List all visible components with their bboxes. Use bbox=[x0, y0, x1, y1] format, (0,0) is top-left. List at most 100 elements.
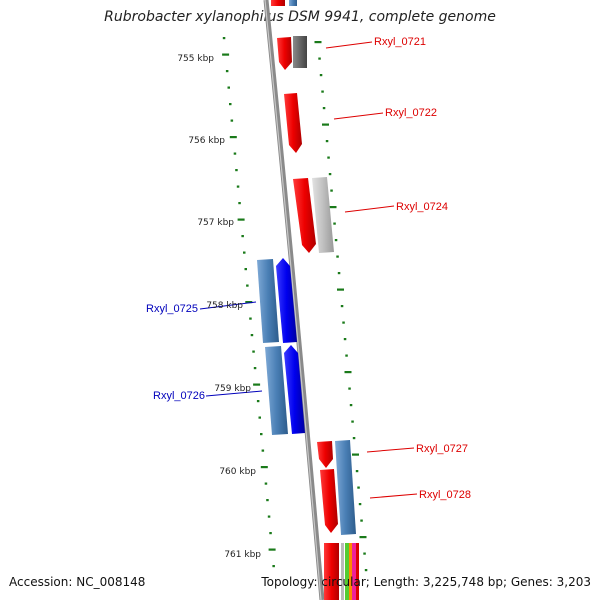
scale-ticks-inner bbox=[314, 41, 368, 572]
feature-bottom-gray bbox=[341, 543, 344, 600]
scale-outer-minor-tick bbox=[243, 251, 246, 254]
scale-outer-minor-tick bbox=[235, 169, 238, 172]
scale-inner-minor-tick bbox=[328, 173, 332, 176]
scale-inner-minor-tick bbox=[355, 470, 359, 473]
leader-rxyl-0724 bbox=[344, 205, 395, 213]
blast-hit-0726 bbox=[265, 346, 288, 435]
scale-outer-minor-tick bbox=[230, 119, 234, 122]
scale-outer-minor-tick bbox=[258, 416, 261, 419]
scale-label-761: 761 kbp bbox=[224, 550, 261, 560]
scale-outer-minor-tick bbox=[253, 367, 257, 370]
gene-arrow-rxyl-0722[interactable] bbox=[284, 93, 302, 153]
scale-outer-minor-tick bbox=[249, 317, 252, 320]
scale-inner-major-tick bbox=[352, 453, 359, 456]
scale-inner-minor-tick bbox=[360, 519, 363, 522]
scale-outer-minor-tick bbox=[246, 284, 249, 287]
scale-outer-minor-tick bbox=[264, 482, 268, 485]
scale-inner-minor-tick bbox=[345, 354, 348, 357]
scale-outer-minor-tick bbox=[227, 86, 230, 89]
feature-bottom-red bbox=[324, 543, 339, 600]
scale-inner-minor-tick bbox=[327, 156, 330, 159]
scale-inner-minor-tick bbox=[343, 338, 347, 341]
gene-arrow-rxyl-0727[interactable] bbox=[317, 441, 333, 468]
gene-label-rxyl-0722[interactable]: Rxyl_0722 bbox=[385, 107, 437, 119]
gene-label-rxyl-0724[interactable]: Rxyl_0724 bbox=[396, 201, 448, 213]
scale-inner-major-tick bbox=[322, 123, 329, 126]
feature-bottom-red-2 bbox=[356, 543, 359, 600]
scale-inner-minor-tick bbox=[363, 552, 366, 555]
gene-arrow-rxyl-0724[interactable] bbox=[293, 178, 316, 253]
scale-label-757: 757 kbp bbox=[197, 218, 234, 228]
blast-hit-0728 bbox=[335, 440, 356, 535]
scale-inner-major-tick bbox=[344, 371, 352, 374]
scale-outer-minor-tick bbox=[272, 565, 275, 568]
scale-outer-minor-tick bbox=[233, 152, 237, 155]
accession-text: Accession: NC_008148 bbox=[9, 575, 146, 589]
scale-inner-minor-tick bbox=[330, 189, 333, 192]
scale-inner-minor-tick bbox=[349, 404, 353, 407]
gene-label-rxyl-0727[interactable]: Rxyl_0727 bbox=[416, 443, 468, 455]
blast-hit-0724 bbox=[312, 177, 334, 253]
leader-rxyl-0721 bbox=[325, 41, 373, 49]
scale-outer-minor-tick bbox=[250, 334, 254, 337]
scale-outer-major-tick bbox=[253, 383, 261, 386]
scale-outer-major-tick bbox=[222, 53, 230, 56]
scale-inner-minor-tick bbox=[351, 420, 354, 423]
scale-label-760: 760 kbp bbox=[219, 467, 256, 477]
scale-inner-minor-tick bbox=[318, 57, 321, 60]
leader-rxyl-0726 bbox=[205, 390, 263, 397]
scale-label-759: 759 kbp bbox=[214, 384, 251, 394]
scale-outer-minor-tick bbox=[261, 449, 265, 452]
leader-rxyl-0728 bbox=[369, 493, 418, 499]
blast-hit-0721 bbox=[293, 36, 307, 68]
scale-outer-major-tick bbox=[245, 301, 253, 304]
leader-rxyl-0727 bbox=[366, 447, 415, 453]
scale-outer-minor-tick bbox=[238, 202, 241, 205]
scale-inner-minor-tick bbox=[337, 272, 341, 275]
scale-inner-minor-tick bbox=[321, 90, 324, 93]
scale-outer-minor-tick bbox=[236, 185, 240, 188]
gene-arrow-rxyl-0726[interactable] bbox=[284, 345, 305, 434]
scale-inner-minor-tick bbox=[348, 387, 351, 390]
gene-label-rxyl-0728[interactable]: Rxyl_0728 bbox=[419, 489, 471, 501]
genome-backbone bbox=[263, 0, 325, 600]
gene-arrow-rxyl-0721[interactable] bbox=[277, 37, 292, 70]
scale-outer-minor-tick bbox=[256, 400, 260, 403]
feature-bottom-orange bbox=[349, 543, 352, 600]
feature-top-red bbox=[271, 0, 285, 6]
scale-inner-minor-tick bbox=[342, 321, 345, 324]
gene-label-rxyl-0721[interactable]: Rxyl_0721 bbox=[374, 36, 426, 48]
feature-top-blue bbox=[289, 0, 297, 6]
scale-inner-minor-tick bbox=[325, 140, 329, 143]
scale-inner-minor-tick bbox=[333, 222, 336, 225]
gene-label-rxyl-0726[interactable]: Rxyl_0726 bbox=[153, 390, 205, 402]
scale-outer-major-tick bbox=[268, 548, 276, 551]
scale-inner-minor-tick bbox=[336, 255, 339, 258]
scale-outer-minor-tick bbox=[269, 532, 272, 535]
scale-outer-minor-tick bbox=[252, 350, 255, 353]
scale-outer-minor-tick bbox=[244, 268, 247, 271]
gene-label-rxyl-0725[interactable]: Rxyl_0725 bbox=[146, 303, 198, 315]
scale-label-758: 758 kbp bbox=[206, 301, 243, 311]
topology-text: Topology: circular; Length: 3,225,748 bp… bbox=[261, 575, 591, 589]
scale-label-756: 756 kbp bbox=[188, 136, 225, 146]
scale-outer-major-tick bbox=[237, 218, 245, 221]
scale-inner-minor-tick bbox=[340, 305, 344, 308]
scale-outer-minor-tick bbox=[266, 499, 269, 502]
gene-arrow-rxyl-0728[interactable] bbox=[320, 469, 338, 533]
scale-inner-minor-tick bbox=[364, 569, 368, 572]
scale-outer-minor-tick bbox=[222, 37, 226, 40]
scale-inner-minor-tick bbox=[334, 239, 338, 242]
scale-outer-minor-tick bbox=[225, 70, 229, 73]
scale-outer-major-tick bbox=[260, 466, 268, 469]
feature-bottom-green bbox=[345, 543, 349, 600]
scale-inner-minor-tick bbox=[357, 486, 360, 489]
scale-inner-minor-tick bbox=[352, 437, 356, 440]
scale-outer-major-tick bbox=[229, 136, 237, 139]
genome-backbone-highlight bbox=[264, 0, 322, 600]
gene-arrow-rxyl-0725[interactable] bbox=[276, 258, 297, 343]
map-title: Rubrobacter xylanophilus DSM 9941, compl… bbox=[104, 9, 496, 25]
scale-inner-major-tick bbox=[359, 536, 367, 539]
scale-inner-major-tick bbox=[329, 206, 337, 209]
